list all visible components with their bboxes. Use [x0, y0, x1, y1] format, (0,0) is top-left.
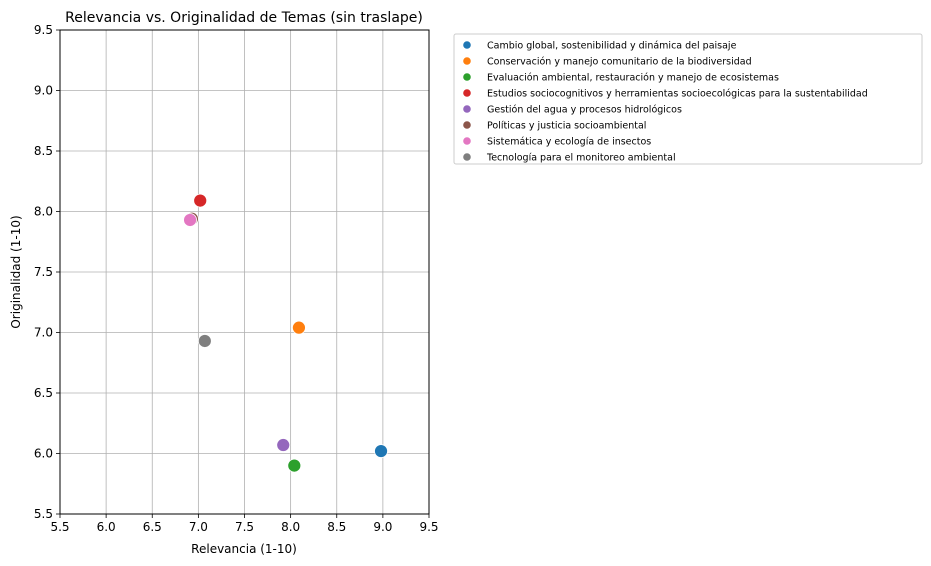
legend-marker: [463, 41, 471, 49]
grid-lines: [59, 29, 430, 515]
data-point: [197, 334, 212, 348]
x-tick-label: 9.5: [419, 520, 438, 534]
x-tick-label: 6.5: [143, 520, 162, 534]
data-point: [183, 213, 197, 227]
legend-marker: [463, 153, 471, 161]
data-point: [276, 438, 291, 452]
x-tick-label: 8.0: [281, 520, 300, 534]
data-points: [183, 193, 388, 473]
y-axis-label: Originalidad (1-10): [9, 215, 23, 328]
x-tick-label: 8.5: [327, 520, 346, 534]
legend-frame: [453, 33, 923, 165]
y-tick-label: 8.5: [34, 144, 53, 158]
data-point: [287, 458, 302, 473]
legend-marker: [463, 121, 471, 129]
x-tick-label: 6.0: [97, 520, 116, 534]
y-tick-label: 7.0: [34, 326, 53, 340]
y-tick-label: 9.0: [34, 84, 53, 98]
legend-label: Sistemática y ecología de insectos: [487, 137, 651, 148]
y-tick-label: 9.5: [34, 23, 53, 37]
x-axis-ticks: 5.5 6.0 6.5 7.0 7.5 8.0 8.5 9.0 9.5: [50, 514, 439, 534]
legend-label: Políticas y justicia socioambiental: [487, 121, 646, 132]
y-tick-label: 8.0: [34, 205, 53, 219]
legend-label: Gestión del agua y procesos hidrológicos: [487, 105, 682, 116]
x-axis-label: Relevancia (1-10): [191, 542, 297, 556]
y-tick-label: 6.5: [34, 386, 53, 400]
legend-label: Conservación y manejo comunitario de la …: [487, 57, 752, 68]
y-axis-ticks: 5.5 6.0 6.5 7.0 7.5 8.0 8.5 9.0 9.5: [34, 23, 60, 521]
data-point: [374, 444, 388, 458]
y-tick-label: 7.5: [34, 265, 53, 279]
legend-marker: [463, 89, 471, 97]
legend: Cambio global, sostenibilidad y dinámica…: [453, 33, 923, 165]
legend-marker: [463, 73, 471, 81]
legend-label: Estudios sociocognitivos y herramientas …: [487, 89, 868, 100]
x-tick-label: 7.0: [189, 520, 208, 534]
x-tick-label: 7.5: [235, 520, 254, 534]
legend-marker: [463, 57, 471, 65]
legend-marker: [463, 105, 471, 113]
legend-label: Cambio global, sostenibilidad y dinámica…: [487, 41, 737, 52]
legend-label: Evaluación ambiental, restauración y man…: [487, 73, 779, 84]
data-point: [193, 193, 208, 208]
legend-label: Tecnología para el monitoreo ambiental: [486, 153, 676, 164]
y-tick-label: 6.0: [34, 447, 53, 461]
x-tick-label: 9.0: [373, 520, 392, 534]
legend-marker: [463, 137, 471, 145]
x-tick-label: 5.5: [50, 520, 69, 534]
y-tick-label: 5.5: [34, 507, 53, 521]
chart-title: Relevancia vs. Originalidad de Temas (si…: [65, 10, 423, 26]
data-point: [292, 320, 306, 335]
